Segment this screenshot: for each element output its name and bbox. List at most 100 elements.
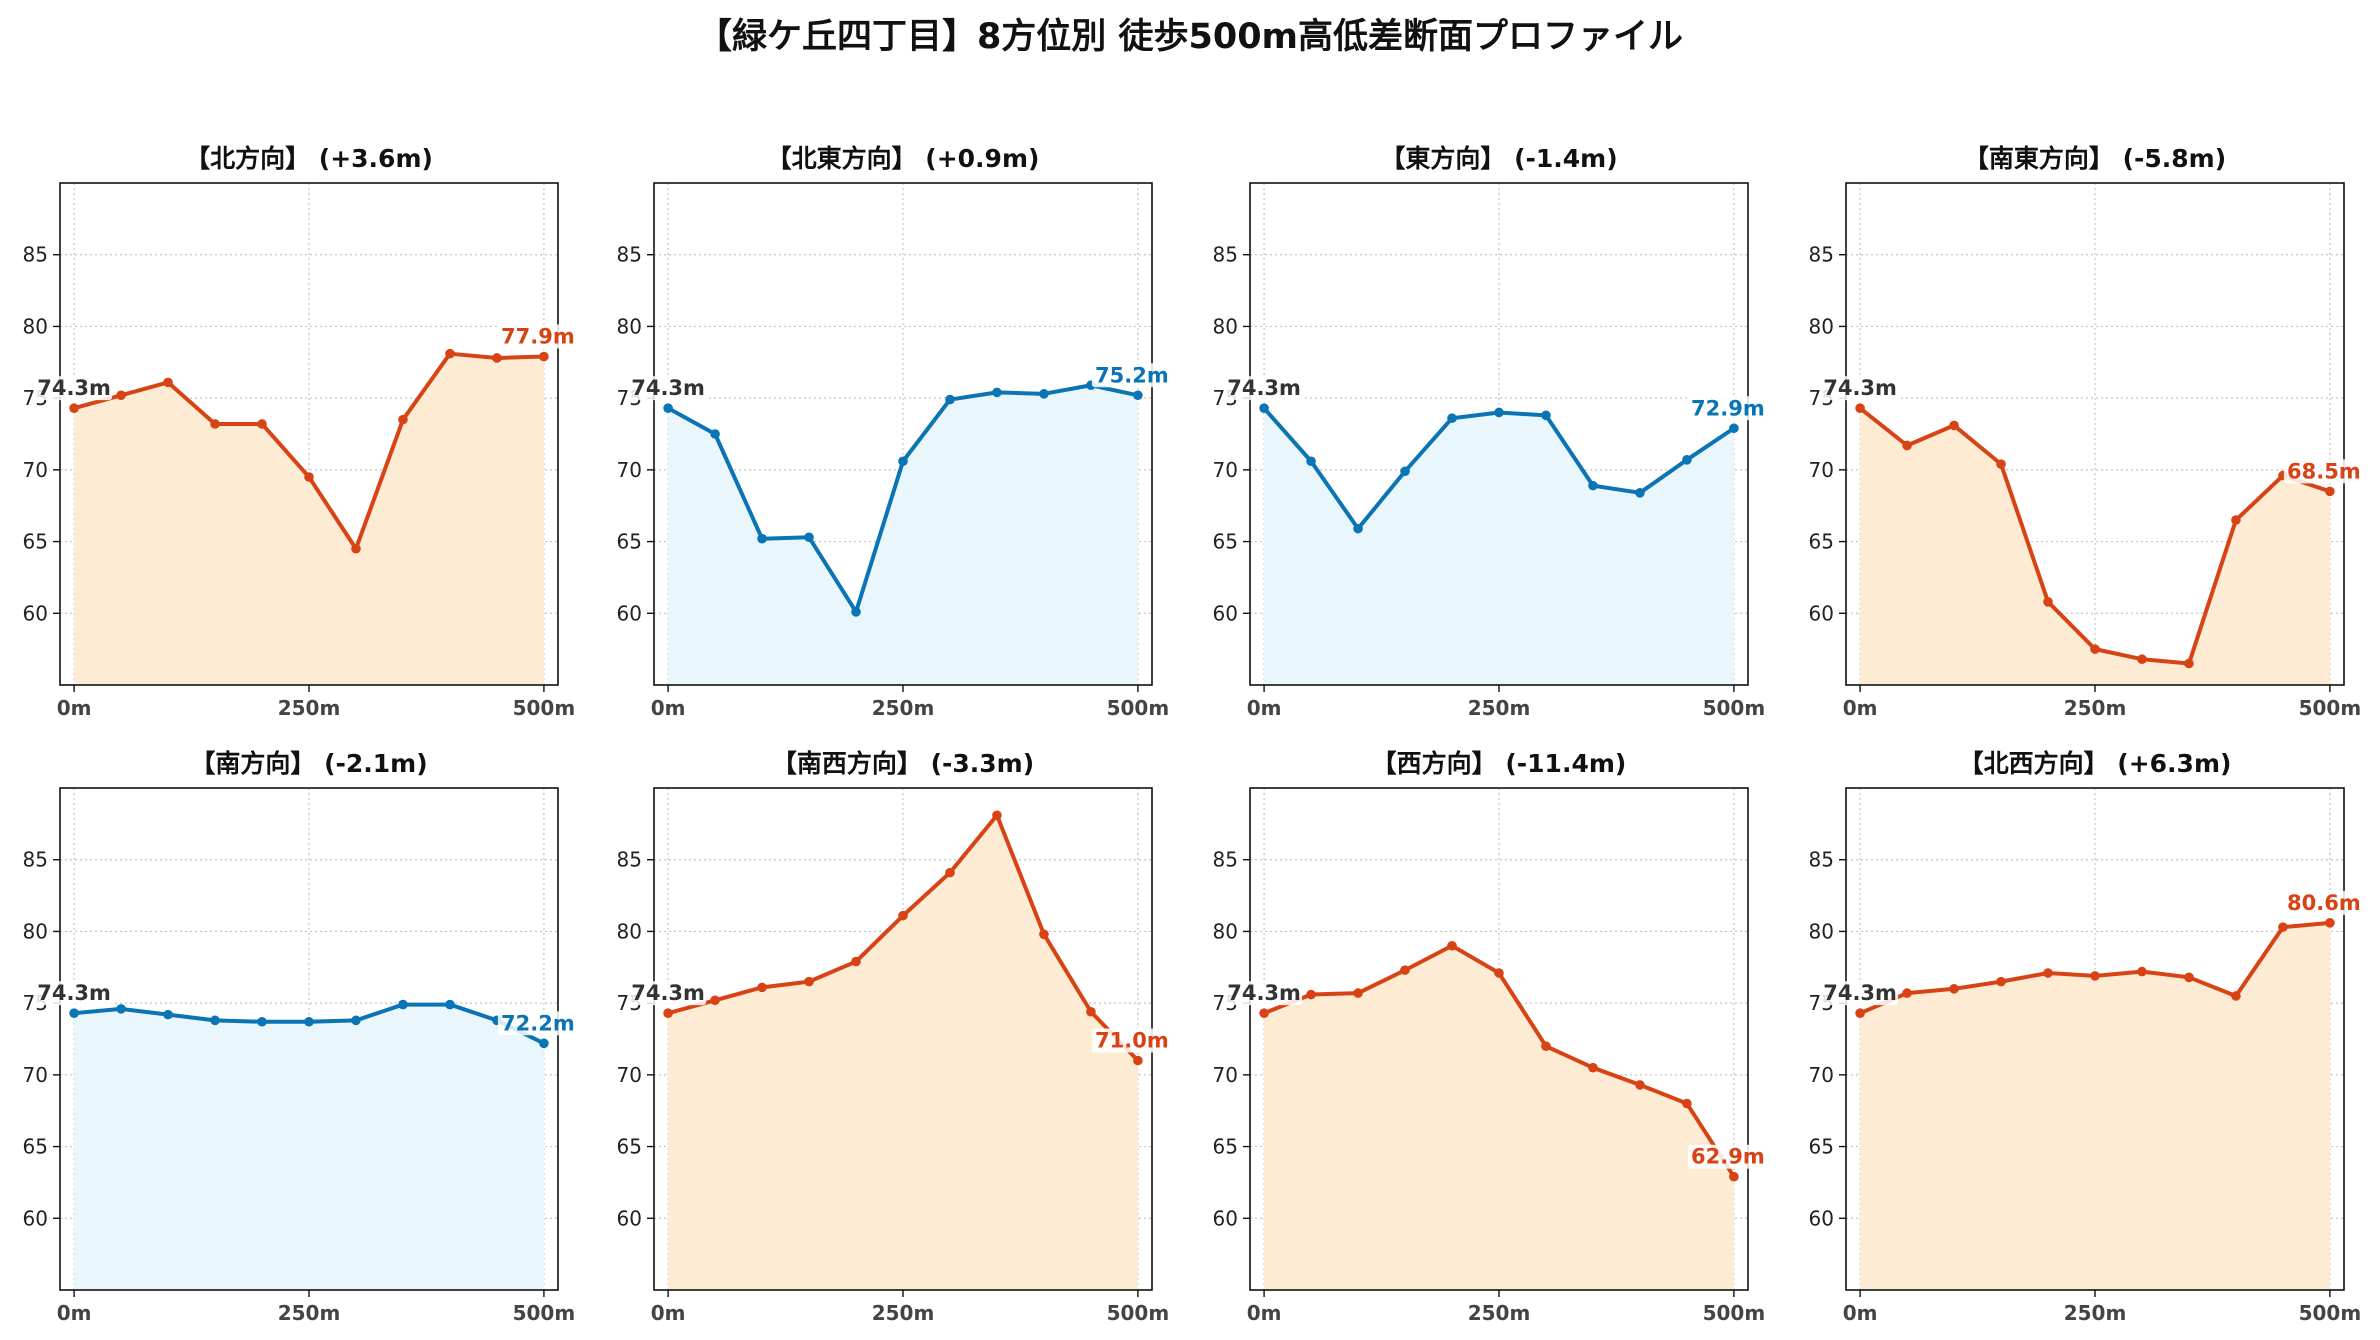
end-label: 75.2m [1095,363,1169,387]
data-point [163,1009,173,1020]
y-tick-label: 60 [1213,601,1238,625]
y-tick-label: 70 [1809,1063,1834,1087]
data-point [1447,940,1457,951]
end-label: 68.5m [2287,459,2361,483]
data-point [116,390,126,401]
y-tick-label: 70 [1213,1063,1238,1087]
x-tick-label: 0m [651,1301,686,1325]
end-label-bg [1687,396,1768,421]
start-label: 74.3m [1227,376,1301,400]
end-label-bg [1091,363,1172,388]
start-label-bg [1822,376,1899,401]
y-tick-label: 70 [617,458,642,482]
data-point [851,607,861,617]
data-point [1353,988,1363,998]
data-point [1353,523,1363,534]
data-point [1949,984,1959,994]
start-label: 74.3m [1227,981,1301,1005]
x-tick-label: 0m [1843,696,1878,720]
data-point [2090,971,2100,981]
x-tick-label: 250m [278,1301,341,1325]
y-tick-label: 80 [1809,919,1834,943]
y-tick-label: 65 [617,530,642,554]
data-point [398,999,408,1010]
data-point [210,419,220,429]
data-point [945,867,955,878]
data-point [539,351,549,362]
subplot-title: 【南方向】 (-2.1m) [190,749,427,778]
data-point [2137,654,2147,664]
data-point [492,353,502,363]
data-point [851,956,861,967]
data-point [163,377,173,388]
y-tick-label: 85 [23,243,48,267]
data-point [1729,1171,1739,1182]
data-point [2231,991,2241,1001]
data-point [1682,455,1692,465]
y-tick-label: 80 [1809,314,1834,338]
y-tick-label: 65 [1213,1135,1238,1159]
x-tick-label: 250m [1468,696,1531,720]
data-point [804,976,814,987]
data-point [1729,423,1739,434]
y-tick-label: 65 [23,1135,48,1159]
data-point [710,995,720,1006]
data-point [1306,456,1316,467]
data-point [1996,459,2006,469]
data-point [1400,466,1410,477]
x-tick-label: 500m [2299,1301,2362,1325]
x-tick-label: 500m [513,696,576,720]
y-tick-label: 80 [617,314,642,338]
data-point [1855,403,1865,413]
subplot-title: 【南東方向】 (-5.8m) [1964,144,2226,173]
y-tick-label: 85 [23,848,48,872]
elevation-area [1264,408,1734,685]
x-tick-label: 0m [57,1301,92,1325]
end-label: 72.2m [501,1011,575,1035]
start-label-bg [630,981,707,1006]
start-label-bg [1226,981,1303,1006]
x-tick-label: 250m [2064,696,2127,720]
data-point [398,414,408,425]
x-tick-label: 250m [278,696,341,720]
y-tick-label: 60 [23,601,48,625]
data-point [1996,976,2006,987]
x-tick-label: 500m [1703,696,1766,720]
end-label-bg [2283,890,2364,915]
data-point [2325,918,2335,928]
figure-title: 【緑ケ丘四丁目】8方位別 徒歩500m高低差断面プロファイル [696,17,1684,57]
data-point [992,387,1002,398]
data-point [898,456,908,467]
x-tick-label: 0m [1247,696,1282,720]
y-tick-label: 60 [617,1206,642,1230]
start-label: 74.3m [631,981,705,1005]
data-point [116,1004,126,1014]
y-tick-label: 85 [1213,848,1238,872]
data-point [1306,989,1316,1000]
x-tick-label: 500m [1107,1301,1170,1325]
start-label: 74.3m [37,981,111,1005]
end-label: 71.0m [1095,1029,1169,1053]
data-point [69,403,79,413]
data-point [257,419,267,429]
start-label: 74.3m [1823,376,1897,400]
subplot-title: 【北方向】 (+3.6m) [185,144,433,173]
data-point [2184,658,2194,669]
y-tick-label: 60 [1809,601,1834,625]
start-label-bg [36,376,113,401]
data-point [2325,486,2335,497]
y-tick-label: 80 [23,919,48,943]
x-tick-label: 500m [1703,1301,1766,1325]
data-point [1086,1006,1096,1017]
y-tick-label: 70 [23,1063,48,1087]
data-point [898,910,908,921]
y-tick-label: 80 [1213,919,1238,943]
data-point [351,543,361,554]
y-tick-label: 70 [617,1063,642,1087]
